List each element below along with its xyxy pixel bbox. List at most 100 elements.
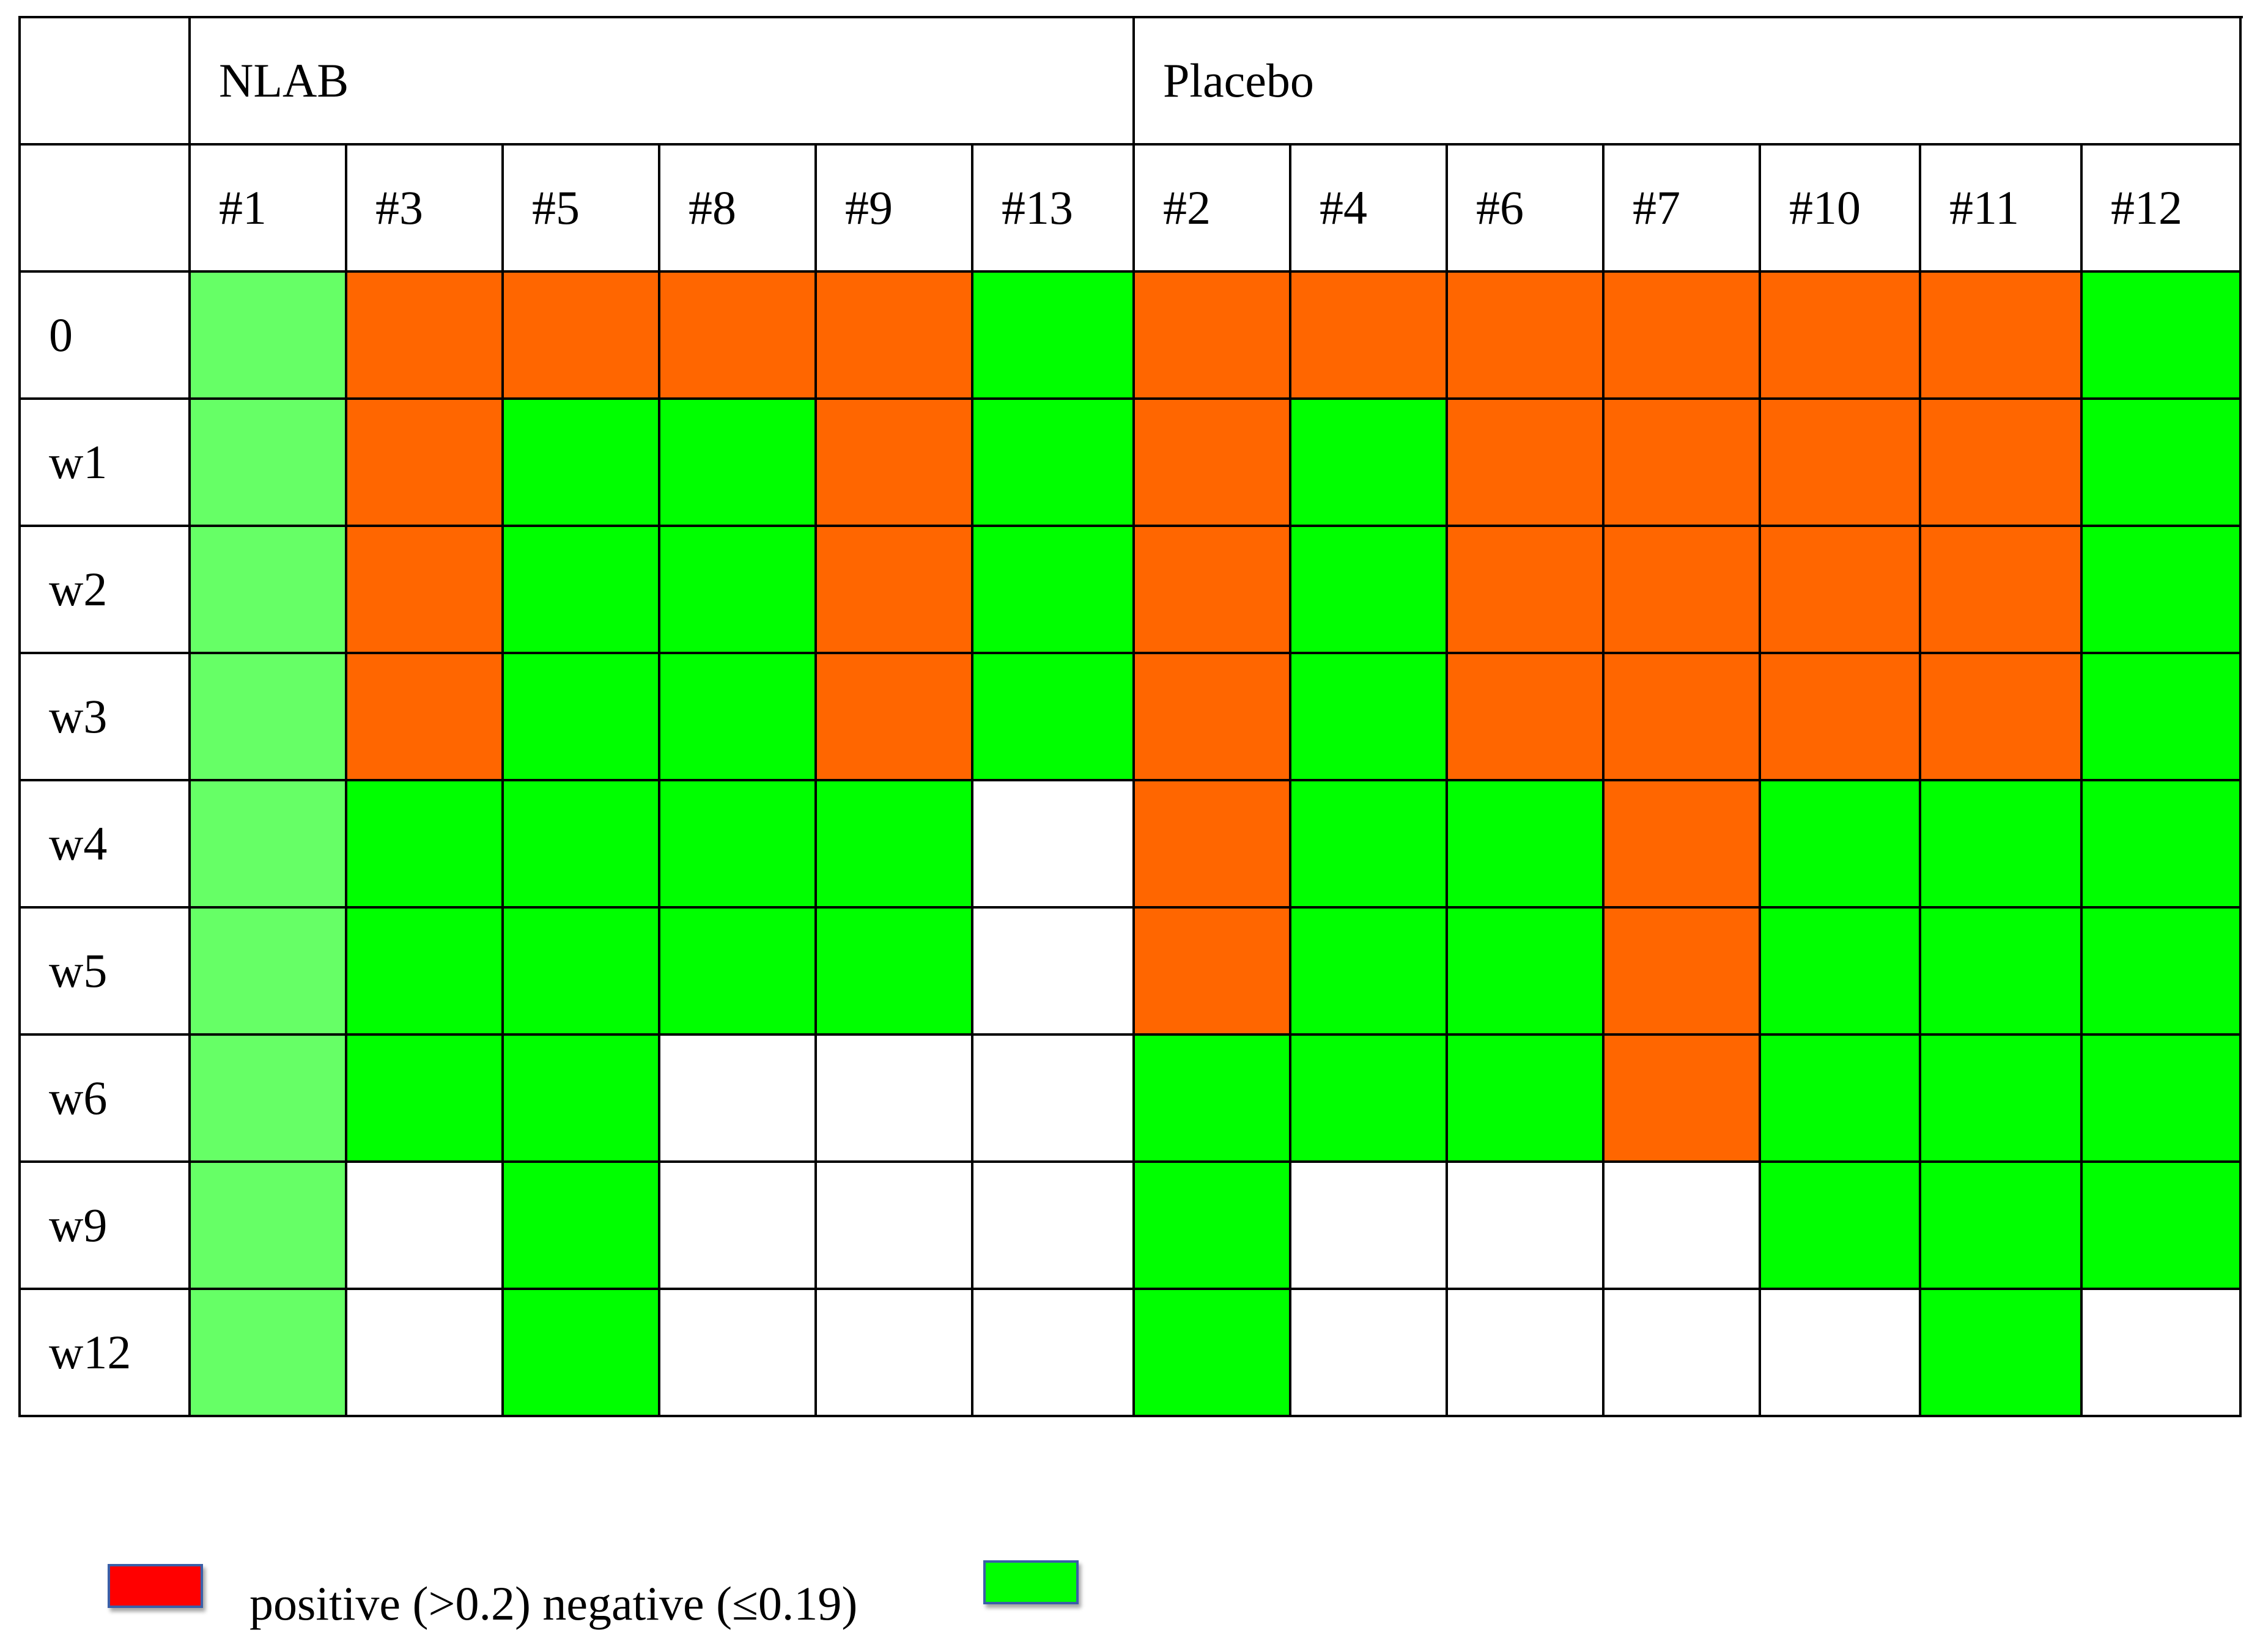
status-cell <box>973 273 1135 400</box>
status-cell <box>1135 1290 1291 1417</box>
status-cell <box>973 400 1135 527</box>
status-cell <box>2083 400 2242 527</box>
status-cell <box>1135 781 1291 909</box>
status-cell <box>504 1163 660 1290</box>
subject-header: #6 <box>1448 146 1605 273</box>
status-cell <box>660 654 817 781</box>
status-cell <box>1761 654 1921 781</box>
status-cell <box>1135 1163 1291 1290</box>
status-cell <box>1605 400 1761 527</box>
status-cell <box>1448 400 1605 527</box>
status-cell <box>191 1163 347 1290</box>
status-cell <box>1448 527 1605 654</box>
subject-header: #8 <box>660 146 817 273</box>
subject-header: #2 <box>1135 146 1291 273</box>
status-cell <box>1605 273 1761 400</box>
subject-header: #1 <box>191 146 347 273</box>
status-cell <box>1921 1036 2083 1163</box>
status-cell <box>2083 527 2242 654</box>
status-cell <box>973 1163 1135 1290</box>
status-cell <box>817 1163 973 1290</box>
status-cell <box>973 781 1135 909</box>
status-cell <box>347 400 504 527</box>
status-cell <box>817 400 973 527</box>
status-cell <box>504 527 660 654</box>
status-cell <box>2083 909 2242 1036</box>
status-cell <box>1291 273 1448 400</box>
status-cell <box>817 781 973 909</box>
status-cell <box>504 909 660 1036</box>
row-label: w9 <box>21 1163 191 1290</box>
status-cell <box>817 527 973 654</box>
status-cell <box>660 400 817 527</box>
status-cell <box>973 1036 1135 1163</box>
status-cell <box>191 1036 347 1163</box>
status-cell <box>1921 273 2083 400</box>
status-cell <box>1605 527 1761 654</box>
status-cell <box>1761 527 1921 654</box>
status-cell <box>973 909 1135 1036</box>
status-cell <box>1291 654 1448 781</box>
status-cell <box>1761 781 1921 909</box>
status-cell <box>2083 654 2242 781</box>
status-cell <box>1605 781 1761 909</box>
status-cell <box>973 1290 1135 1417</box>
status-cell <box>1291 909 1448 1036</box>
legend: positive (>0.2) negative (≤0.19) <box>108 1558 2187 1643</box>
status-cell <box>504 1036 660 1163</box>
status-cell <box>1291 527 1448 654</box>
row-label: w12 <box>21 1290 191 1417</box>
status-cell <box>1921 654 2083 781</box>
status-cell <box>1921 527 2083 654</box>
status-cell <box>1291 1163 1448 1290</box>
status-cell <box>347 781 504 909</box>
status-cell <box>660 1163 817 1290</box>
status-cell <box>817 273 973 400</box>
status-cell <box>817 1290 973 1417</box>
status-cell <box>191 400 347 527</box>
status-cell <box>191 1290 347 1417</box>
subject-header: #4 <box>1291 146 1448 273</box>
status-cell <box>1135 909 1291 1036</box>
legend-negative-swatch <box>983 1560 1079 1604</box>
subject-header: #9 <box>817 146 973 273</box>
status-cell <box>1605 1036 1761 1163</box>
status-cell <box>1761 273 1921 400</box>
group-header: Placebo <box>1135 18 2242 146</box>
status-cell <box>1921 781 2083 909</box>
status-cell <box>1605 909 1761 1036</box>
status-cell <box>347 1290 504 1417</box>
status-cell <box>504 654 660 781</box>
status-cell <box>2083 1290 2242 1417</box>
status-cell <box>1761 400 1921 527</box>
row-label: w5 <box>21 909 191 1036</box>
status-cell <box>1291 1290 1448 1417</box>
status-cell <box>191 781 347 909</box>
subject-header: #5 <box>504 146 660 273</box>
corner-cell <box>21 18 191 146</box>
status-cell <box>2083 781 2242 909</box>
status-cell <box>347 909 504 1036</box>
status-cell <box>504 781 660 909</box>
status-cell <box>660 527 817 654</box>
status-cell <box>504 273 660 400</box>
status-cell <box>1448 654 1605 781</box>
row-label: w2 <box>21 527 191 654</box>
status-cell <box>1135 273 1291 400</box>
status-cell <box>1921 909 2083 1036</box>
status-cell <box>191 273 347 400</box>
status-cell <box>660 909 817 1036</box>
status-cell <box>1448 909 1605 1036</box>
status-cell <box>973 654 1135 781</box>
results-table: NLAB Placebo #1 #3 #5 #8 #9 #13 #2 #4 #6 #7 #10 #11 #1… <box>18 16 2243 1417</box>
status-cell <box>1761 1036 1921 1163</box>
status-cell <box>1761 1290 1921 1417</box>
subject-header: #10 <box>1761 146 1921 273</box>
row-label: w1 <box>21 400 191 527</box>
status-cell <box>1448 1036 1605 1163</box>
subject-header: #12 <box>2083 146 2242 273</box>
group-header: NLAB <box>191 18 1135 146</box>
status-cell <box>504 1290 660 1417</box>
status-cell <box>1135 527 1291 654</box>
corner-cell <box>21 146 191 273</box>
